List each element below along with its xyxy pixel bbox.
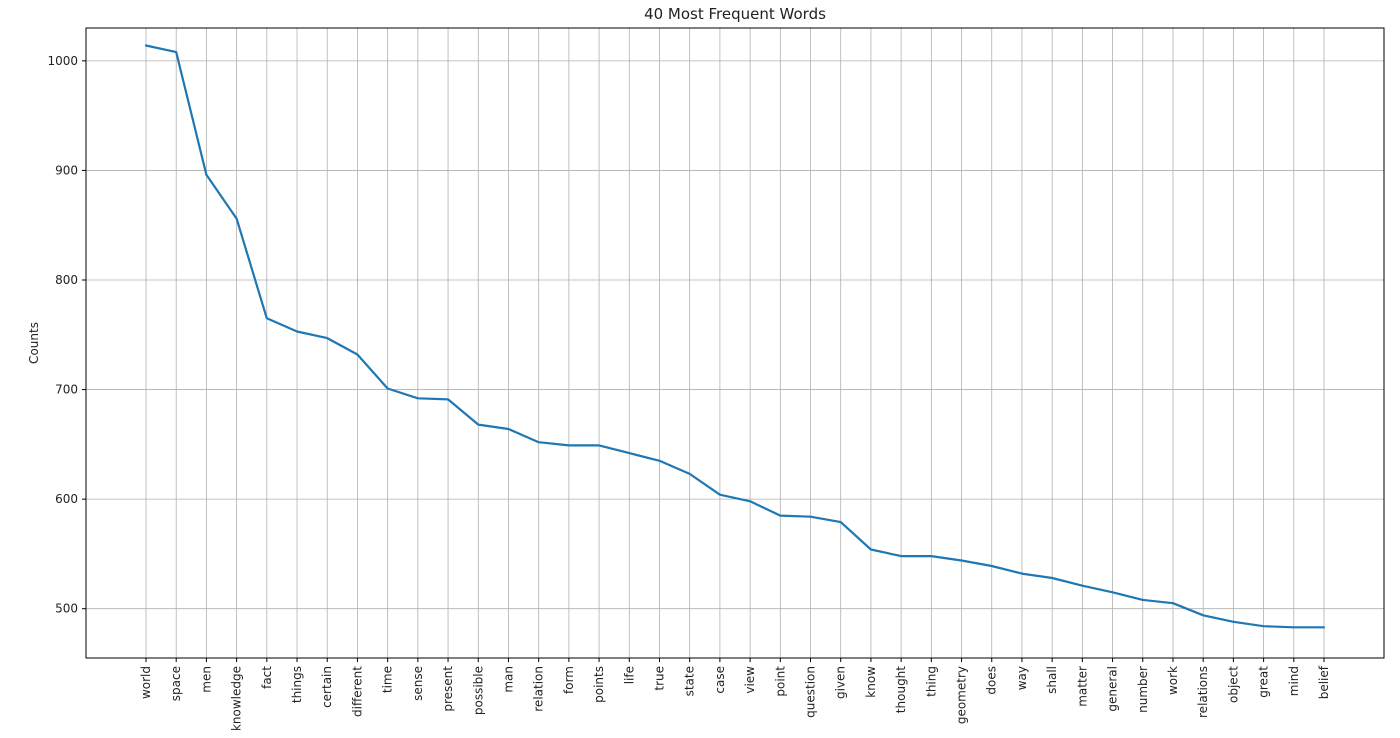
x-tick-label: view — [743, 666, 757, 694]
x-tick-label: different — [350, 666, 364, 717]
series-line — [144, 44, 1326, 629]
x-tick-label: thought — [894, 666, 908, 713]
y-axis: 500 600 700 800 900 1000 — [47, 54, 86, 616]
series-layer — [144, 44, 1326, 629]
x-tick-label: case — [713, 666, 727, 694]
x-tick-label: thing — [924, 666, 938, 697]
x-tick-label: certain — [320, 666, 334, 708]
x-tick-label: object — [1226, 666, 1240, 703]
x-tick-label: question — [804, 666, 818, 718]
x-tick-label: way — [1015, 666, 1029, 690]
x-tick-label: does — [985, 666, 999, 695]
plot-frame — [85, 27, 1385, 659]
x-tick-label: time — [381, 666, 395, 693]
grid-lines — [86, 28, 1384, 658]
x-tick-label: work — [1166, 666, 1180, 695]
x-tick-label: things — [290, 666, 304, 703]
x-tick-label: men — [199, 666, 213, 693]
x-tick-label: given — [834, 666, 848, 699]
x-axis: world space men knowledge fact things certain d… — [139, 658, 1331, 731]
chart-title: 40 Most Frequent Words — [644, 5, 826, 23]
y-axis-label: Counts — [27, 322, 41, 364]
x-tick-label: know — [864, 666, 878, 698]
x-tick-label: world — [139, 666, 153, 699]
x-tick-label: relation — [532, 666, 546, 712]
y-tick-label: 1000 — [47, 54, 78, 68]
x-tick-label: life — [622, 666, 636, 684]
y-tick-label: 500 — [55, 602, 78, 616]
x-tick-label: number — [1136, 666, 1150, 713]
x-tick-label: true — [652, 666, 666, 691]
x-tick-label: knowledge — [230, 666, 244, 731]
x-tick-label: great — [1257, 666, 1271, 698]
y-tick-label: 600 — [55, 492, 78, 506]
x-tick-label: possible — [471, 666, 485, 715]
x-tick-label: shall — [1045, 666, 1059, 694]
x-tick-label: mind — [1287, 666, 1301, 696]
x-tick-label: general — [1106, 666, 1120, 712]
x-tick-label: form — [562, 666, 576, 694]
x-tick-label: present — [441, 666, 455, 712]
x-tick-label: relations — [1196, 666, 1210, 718]
y-tick-label: 800 — [55, 273, 78, 287]
x-tick-label: man — [501, 666, 515, 693]
x-tick-label: fact — [260, 666, 274, 689]
x-tick-label: state — [683, 666, 697, 696]
x-tick-label: belief — [1317, 665, 1331, 699]
x-tick-label: space — [169, 666, 183, 701]
x-tick-label: matter — [1075, 666, 1089, 707]
y-tick-label: 900 — [55, 163, 78, 177]
x-tick-label: geometry — [955, 666, 969, 724]
x-tick-label: point — [773, 666, 787, 697]
x-tick-label: points — [592, 666, 606, 703]
x-tick-label: sense — [411, 666, 425, 701]
y-tick-label: 700 — [55, 383, 78, 397]
